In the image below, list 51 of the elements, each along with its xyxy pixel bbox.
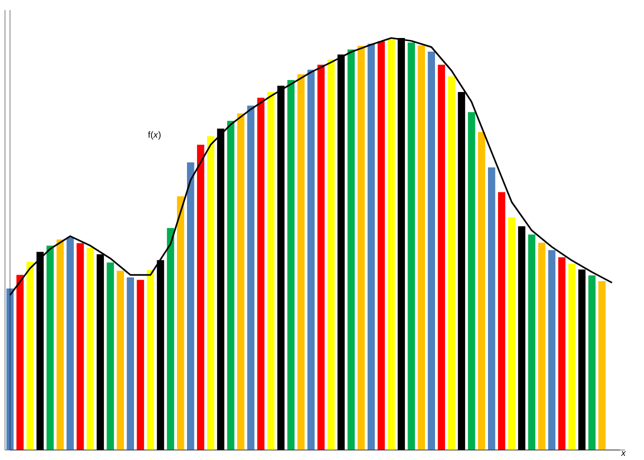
annotation: f(x) <box>148 131 161 140</box>
bar <box>66 237 74 450</box>
bar <box>46 246 54 450</box>
bar <box>528 234 536 450</box>
bar <box>116 270 124 450</box>
bar <box>428 52 436 450</box>
bar <box>136 280 144 450</box>
bar <box>297 74 305 450</box>
bar <box>498 192 506 450</box>
bar <box>558 257 566 450</box>
bar <box>488 167 496 450</box>
bar <box>438 64 446 450</box>
bar <box>548 250 556 450</box>
bar <box>146 270 154 450</box>
bar <box>327 59 335 450</box>
bar <box>448 76 456 450</box>
bar <box>267 92 274 450</box>
bar <box>207 136 214 450</box>
bar <box>166 228 174 450</box>
bar <box>378 41 385 450</box>
bar <box>227 120 234 450</box>
bar <box>197 144 204 450</box>
bar <box>588 275 596 450</box>
bar <box>237 113 244 450</box>
bar <box>26 262 34 450</box>
bar <box>358 46 365 450</box>
bar <box>176 196 184 450</box>
bar <box>247 106 254 450</box>
bar <box>388 39 395 450</box>
bar <box>348 50 355 450</box>
bar <box>468 112 476 450</box>
bar <box>106 262 114 450</box>
bar <box>598 281 606 450</box>
bar <box>186 162 194 450</box>
bar <box>317 64 325 450</box>
bar <box>16 274 24 450</box>
bar <box>126 277 134 450</box>
bar <box>478 132 486 450</box>
bar <box>568 264 576 450</box>
bar <box>307 70 315 450</box>
bar <box>508 217 516 450</box>
bar <box>408 42 415 450</box>
bar <box>287 80 295 450</box>
bar <box>56 239 64 450</box>
bar <box>418 45 425 450</box>
bar <box>538 242 546 450</box>
x-axis-title: x <box>620 451 626 456</box>
bar <box>368 44 375 450</box>
bar <box>76 243 84 450</box>
bar <box>257 98 264 450</box>
bar <box>86 248 94 450</box>
